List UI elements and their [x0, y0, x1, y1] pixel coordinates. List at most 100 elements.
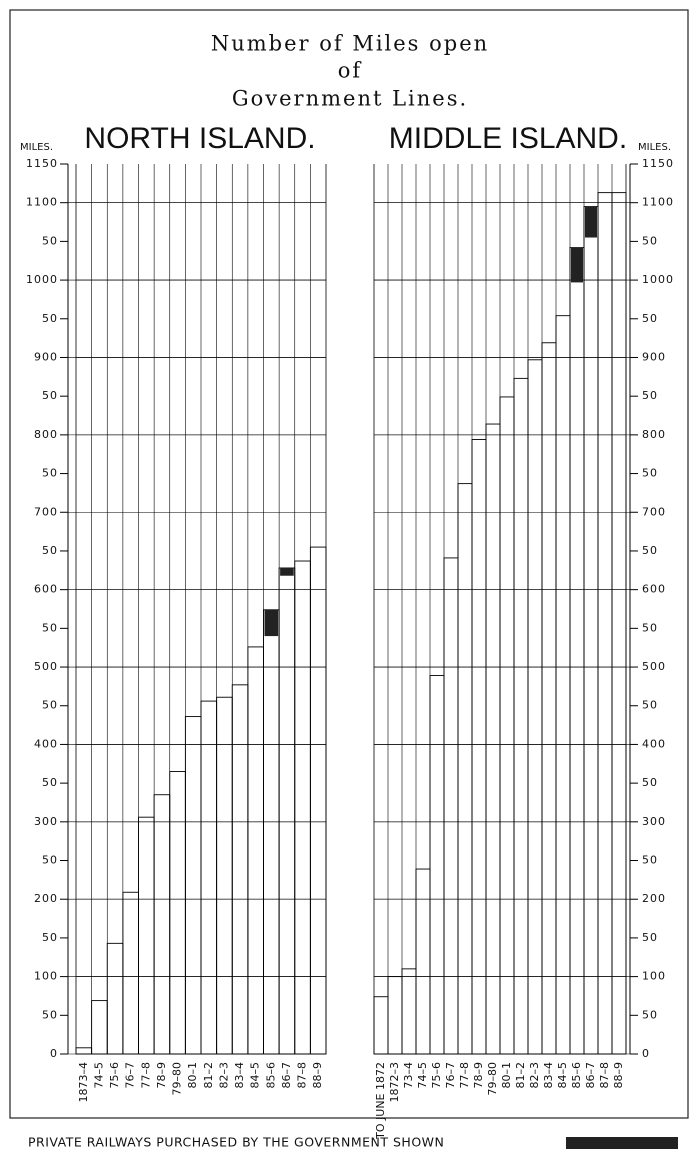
x-tick-label: 77–8: [458, 1062, 471, 1089]
x-tick-label: 85–6: [570, 1062, 583, 1089]
y-tick-label: 50: [642, 776, 658, 789]
y-tick-label: 100: [34, 970, 58, 983]
y-tick-label: 50: [642, 1008, 658, 1021]
x-tick-label: 81–2: [202, 1062, 215, 1089]
bar: [443, 557, 459, 1055]
x-tick-label: 75–6: [430, 1062, 443, 1089]
y-tick-label: 700: [34, 505, 58, 518]
x-tick-label: 85–6: [264, 1062, 277, 1089]
bar: [471, 439, 487, 1055]
y-tick-label: 1150: [26, 157, 58, 170]
y-tick-label: 500: [34, 660, 58, 673]
bar: [263, 609, 280, 1055]
x-tick-label: 88–9: [311, 1062, 324, 1089]
x-tick-label: 1872–3: [388, 1062, 401, 1103]
y-tick-label: 50: [642, 854, 658, 867]
bar: [184, 716, 202, 1055]
bar: [91, 1000, 108, 1055]
x-tick-label: 78–9: [155, 1062, 168, 1089]
y-tick-label: 200: [642, 892, 666, 905]
legend-label: PRIVATE RAILWAYS PURCHASED BY THE GOVERN…: [28, 1135, 444, 1150]
y-tick-label: 50: [642, 467, 658, 480]
bar: [415, 868, 431, 1055]
bar: [597, 192, 613, 1055]
bar: [247, 646, 264, 1055]
y-tick-label: 50: [42, 776, 58, 789]
y-axis-label: MILES.: [20, 142, 53, 153]
y-tick-label: 0: [50, 1047, 58, 1060]
bar: [200, 700, 218, 1055]
x-tick-label: 80–1: [186, 1062, 199, 1089]
y-tick-label: 50: [642, 699, 658, 712]
y-tick-label: 50: [42, 621, 58, 634]
bar: [216, 696, 233, 1055]
x-tick-label: 74–5: [92, 1062, 105, 1089]
bar: [583, 206, 599, 1055]
bar: [457, 483, 473, 1055]
y-tick-label: 1000: [26, 273, 58, 286]
x-tick-label: 73–4: [402, 1062, 415, 1089]
bar: [309, 546, 327, 1055]
bar: [278, 567, 296, 1055]
panel-title: NORTH ISLAND.: [84, 122, 315, 155]
y-tick-label: 50: [42, 854, 58, 867]
bar: [569, 247, 585, 1055]
x-tick-label: 77–8: [139, 1062, 152, 1089]
bar: [106, 942, 124, 1055]
bar: [373, 996, 389, 1055]
y-tick-label: 50: [42, 1008, 58, 1021]
x-tick-label: 88–9: [612, 1062, 625, 1089]
x-tick-label: 86–7: [280, 1062, 293, 1089]
x-tick-label: 75–6: [108, 1062, 121, 1089]
y-tick-label: 0: [642, 1047, 650, 1060]
y-tick-label: 800: [34, 428, 58, 441]
y-tick-label: 600: [642, 583, 666, 596]
x-tick-label: 84–5: [556, 1062, 569, 1089]
y-tick-label: 50: [42, 467, 58, 480]
bar: [429, 675, 445, 1055]
y-tick-label: 50: [42, 544, 58, 557]
y-tick-label: 700: [642, 505, 666, 518]
panel-title: MIDDLE ISLAND.: [389, 122, 627, 155]
y-tick-label: 400: [642, 737, 666, 750]
x-tick-label: 78–9: [472, 1062, 485, 1089]
private-segment: [264, 609, 279, 637]
bar: [231, 684, 249, 1055]
y-tick-label: 50: [42, 234, 58, 247]
y-tick-label: 50: [642, 931, 658, 944]
y-tick-label: 600: [34, 583, 58, 596]
y-tick-label: 300: [642, 815, 666, 828]
y-tick-label: 50: [42, 312, 58, 325]
private-segment: [585, 206, 597, 238]
y-tick-label: 50: [642, 312, 658, 325]
y-tick-label: 1000: [642, 273, 674, 286]
y-tick-label: 100: [642, 970, 666, 983]
x-tick-label: 82–3: [528, 1062, 541, 1089]
bar: [555, 315, 571, 1055]
x-tick-label: 76–7: [124, 1062, 137, 1089]
bar: [387, 976, 403, 1055]
y-tick-label: 500: [642, 660, 666, 673]
bar: [541, 342, 557, 1055]
y-tick-label: 50: [642, 234, 658, 247]
title-line: of: [338, 59, 363, 83]
y-tick-label: 800: [642, 428, 666, 441]
bar: [153, 794, 171, 1055]
y-tick-label: 900: [34, 350, 58, 363]
bar: [75, 1047, 93, 1055]
y-tick-label: 50: [42, 699, 58, 712]
x-tick-label: 79–80: [171, 1062, 184, 1096]
private-segment: [571, 247, 583, 283]
x-tick-label: 83–4: [233, 1062, 246, 1089]
x-tick-label: 81–2: [514, 1062, 527, 1089]
x-tick-label: 83–4: [542, 1062, 555, 1089]
y-tick-label: 1100: [642, 196, 674, 209]
bar: [499, 396, 515, 1055]
y-tick-label: 50: [642, 389, 658, 402]
x-tick-label: 82–3: [217, 1062, 230, 1089]
bar: [138, 816, 155, 1055]
bar: [294, 560, 311, 1055]
x-tick-label: 86–7: [584, 1062, 597, 1089]
x-tick-label: 80–1: [500, 1062, 513, 1089]
